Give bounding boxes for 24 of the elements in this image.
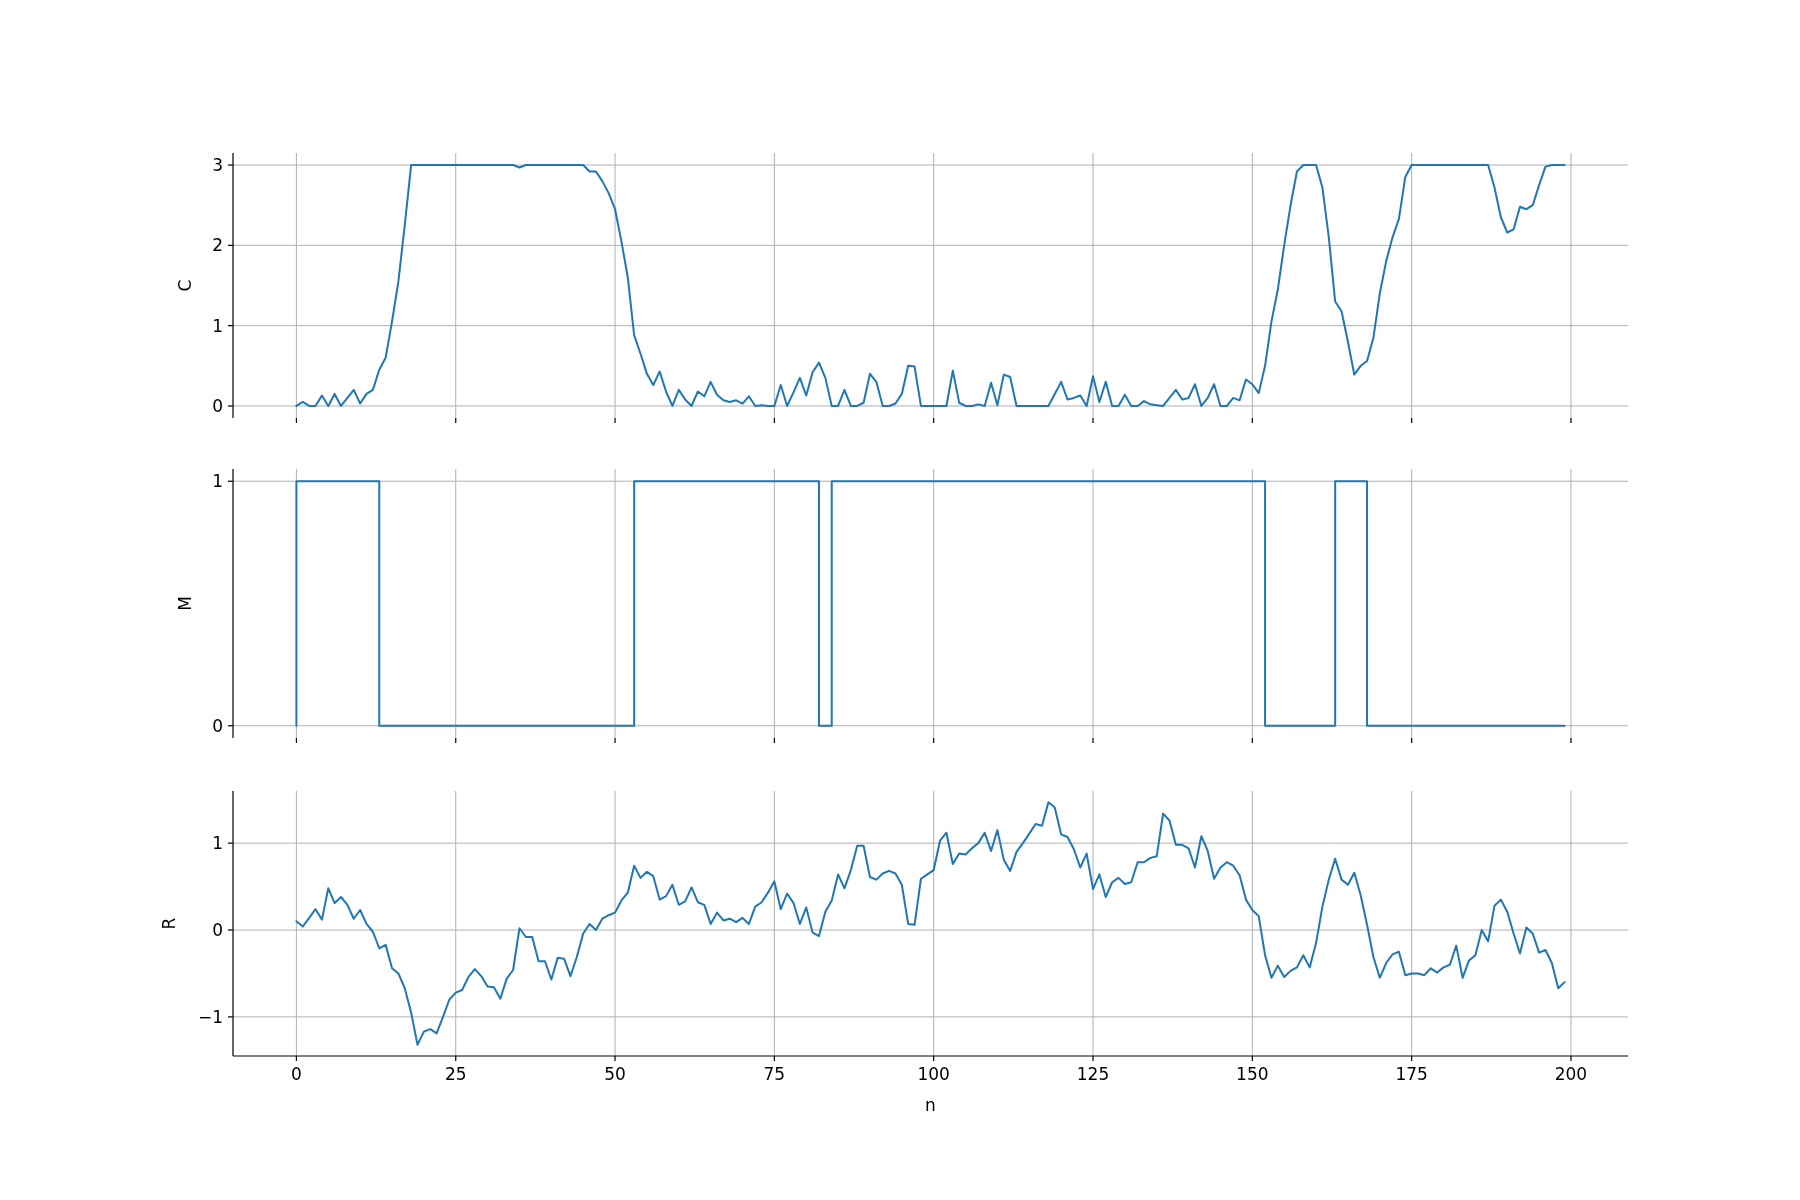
line-series [295, 801, 1566, 1046]
y-tick-label: 1 [212, 471, 223, 492]
x-tick-label: 175 [1395, 1064, 1428, 1084]
x-tick-label: 150 [1236, 1064, 1269, 1084]
x-tick-label: 100 [917, 1064, 950, 1084]
y-tick-label: −1 [197, 1006, 223, 1027]
x-tick-label: 75 [763, 1064, 786, 1084]
y-tick-label: 0 [212, 395, 223, 416]
x-axis-title: n [925, 1095, 936, 1115]
y-axis-title: R [159, 917, 179, 930]
y-tick-label: 0 [212, 919, 223, 940]
x-tick-label: 25 [444, 1064, 467, 1084]
x-tick-label: 125 [1076, 1064, 1110, 1084]
y-axis-title: C [175, 279, 195, 292]
y-tick-label: 1 [212, 315, 223, 336]
y-tick-label: 2 [212, 235, 223, 256]
y-tick-label: 0 [212, 715, 223, 736]
y-tick-label: 1 [212, 833, 223, 854]
x-tick-label: 50 [604, 1064, 626, 1084]
x-tick-label: 0 [291, 1064, 302, 1084]
line-series [295, 164, 1566, 407]
x-tick-label: 200 [1554, 1064, 1588, 1084]
y-tick-label: 3 [212, 155, 223, 175]
y-axis-title: M [175, 596, 195, 611]
